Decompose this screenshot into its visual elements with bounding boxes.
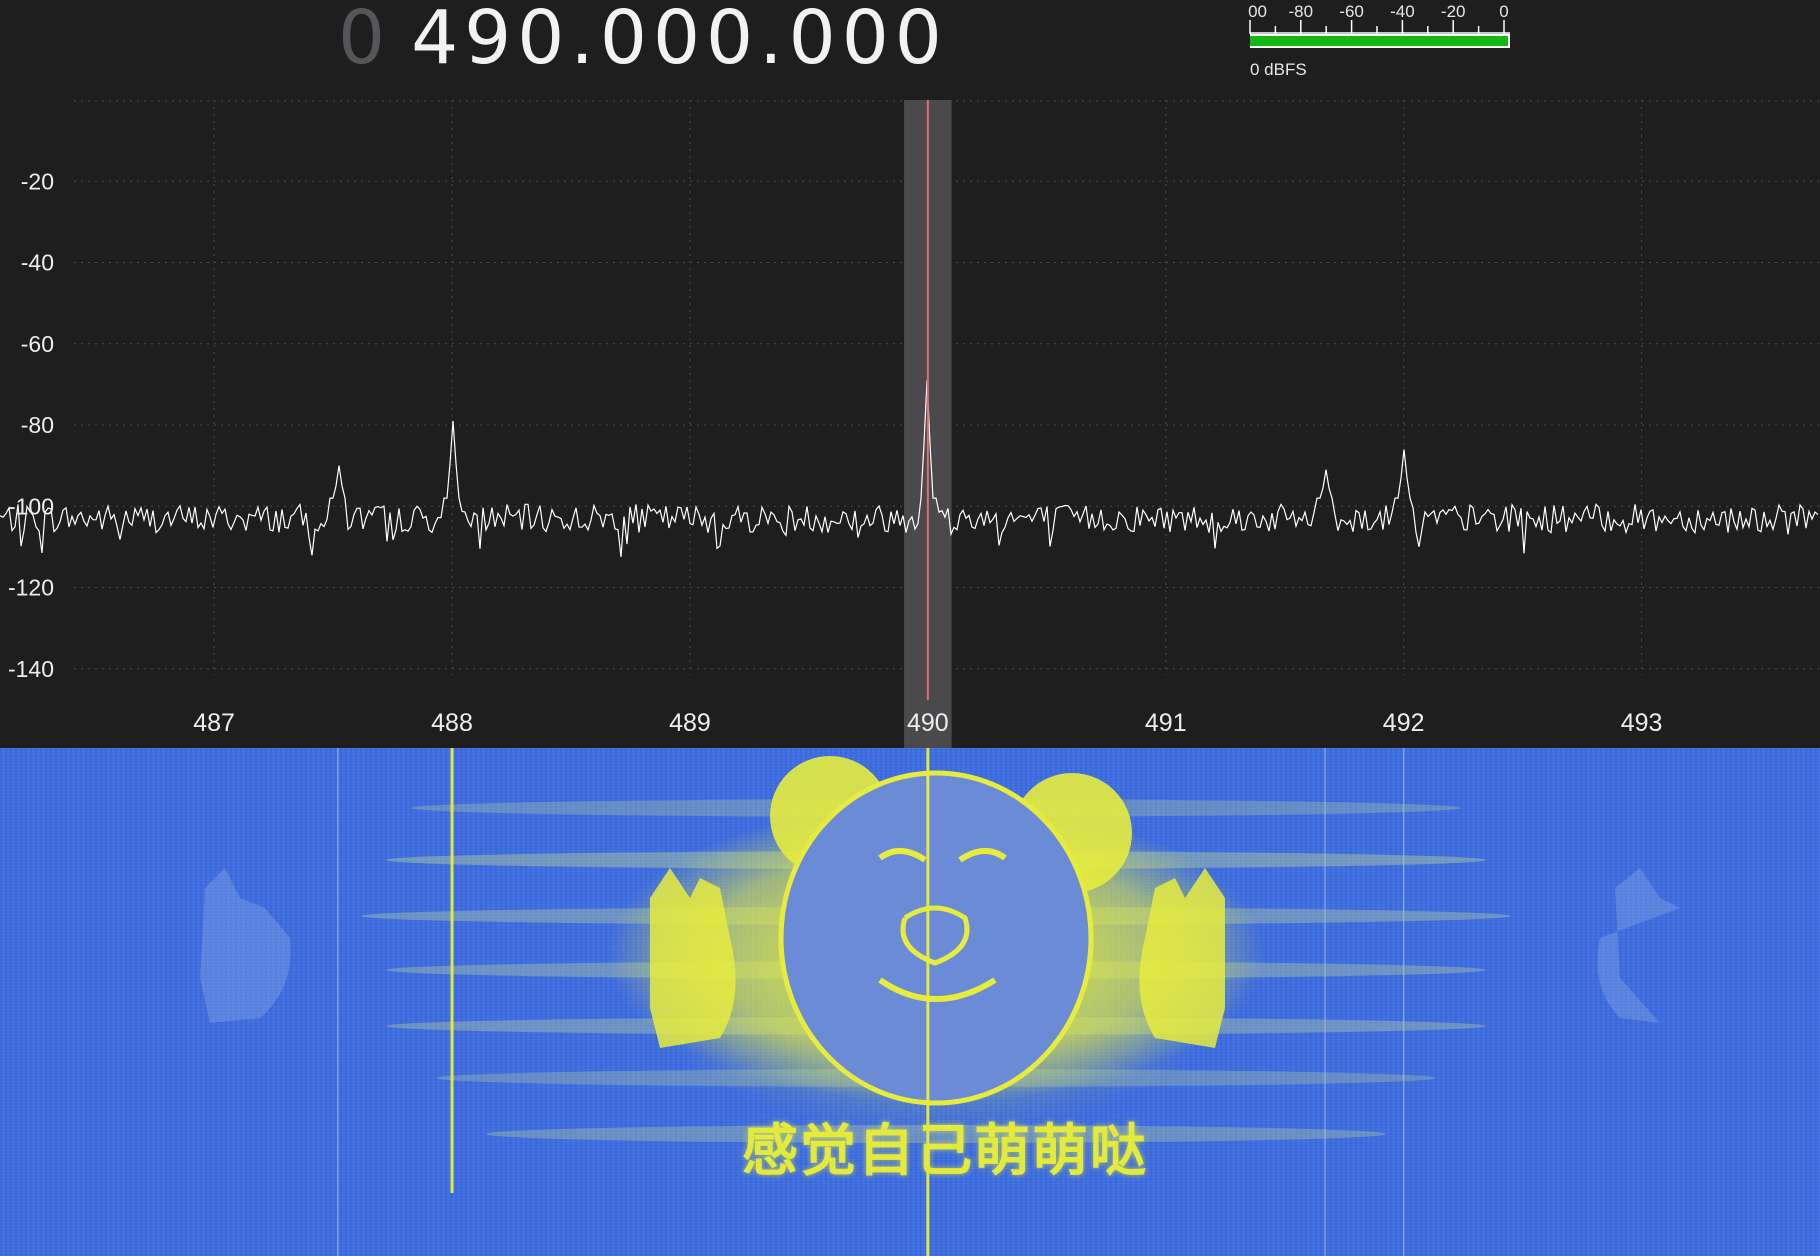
waterfall-caption: 感觉自己萌萌哒 — [742, 1119, 1148, 1184]
y-axis-tick-label: -40 — [21, 250, 54, 276]
waterfall-face — [778, 770, 1094, 1106]
waterfall-mouth — [878, 977, 997, 1002]
meter-tick-label: -80 — [1289, 2, 1314, 21]
level-meter-scale: -100 -80 -60 -40 -20 0 — [1248, 2, 1510, 34]
meter-tick-label: -60 — [1339, 2, 1364, 21]
level-meter-readout: 0 dBFS — [1250, 60, 1307, 79]
level-meter: -100 -80 -60 -40 -20 0 0 dBFS — [1248, 0, 1512, 90]
level-meter-bar — [1250, 36, 1508, 46]
meter-tick-label: -100 — [1248, 2, 1267, 21]
waterfall-display[interactable]: 感觉自己萌萌哒 — [0, 748, 1820, 1256]
waterfall-ghost-left — [200, 868, 291, 1023]
x-axis-tick-label: 493 — [1621, 709, 1663, 737]
waterfall-nose — [900, 905, 970, 966]
spectrum-plot[interactable]: -20 -40 -60 -80 -100 -120 -140 487 488 489 490 491 4… — [0, 100, 1820, 748]
x-axis-tick-label: 487 — [193, 709, 235, 737]
y-axis-tick-label: -20 — [21, 168, 54, 194]
spectrum-svg[interactable]: -20 -40 -60 -80 -100 -120 -140 487 488 489 490 491 4… — [0, 100, 1820, 748]
meter-tick-label: 0 — [1499, 2, 1508, 21]
y-axis-tick-label: -60 — [21, 331, 54, 357]
waterfall-hand-left — [650, 868, 736, 1048]
waterfall-streak — [486, 1125, 1386, 1143]
frequency-value[interactable]: 490.000.000 — [411, 0, 948, 81]
waterfall-eyes — [878, 848, 1007, 863]
y-axis-tick-label: -140 — [8, 656, 54, 682]
spectrum-trace — [0, 380, 1819, 557]
waterfall-hand-right — [1139, 868, 1225, 1048]
x-axis-tick-label: 490 — [907, 709, 949, 737]
frequency-display[interactable]: 0 490.000.000 — [338, 0, 948, 88]
meter-tick-label: -20 — [1441, 2, 1466, 21]
x-axis-tick-label: 491 — [1145, 709, 1187, 737]
x-axis-tick-label: 488 — [431, 709, 473, 737]
waterfall-ghost-right — [1597, 868, 1680, 1023]
y-axis-tick-label: -80 — [21, 412, 54, 438]
waterfall-overlay — [200, 748, 1680, 1256]
x-axis-tick-label: 492 — [1383, 709, 1425, 737]
meter-tick-label: -40 — [1390, 2, 1415, 21]
y-axis-tick-label: -120 — [8, 575, 54, 601]
y-axis-tick-label: -100 — [8, 493, 54, 519]
frequency-prefix-digit[interactable]: 0 — [338, 0, 392, 81]
x-axis-tick-label: 489 — [669, 709, 711, 737]
